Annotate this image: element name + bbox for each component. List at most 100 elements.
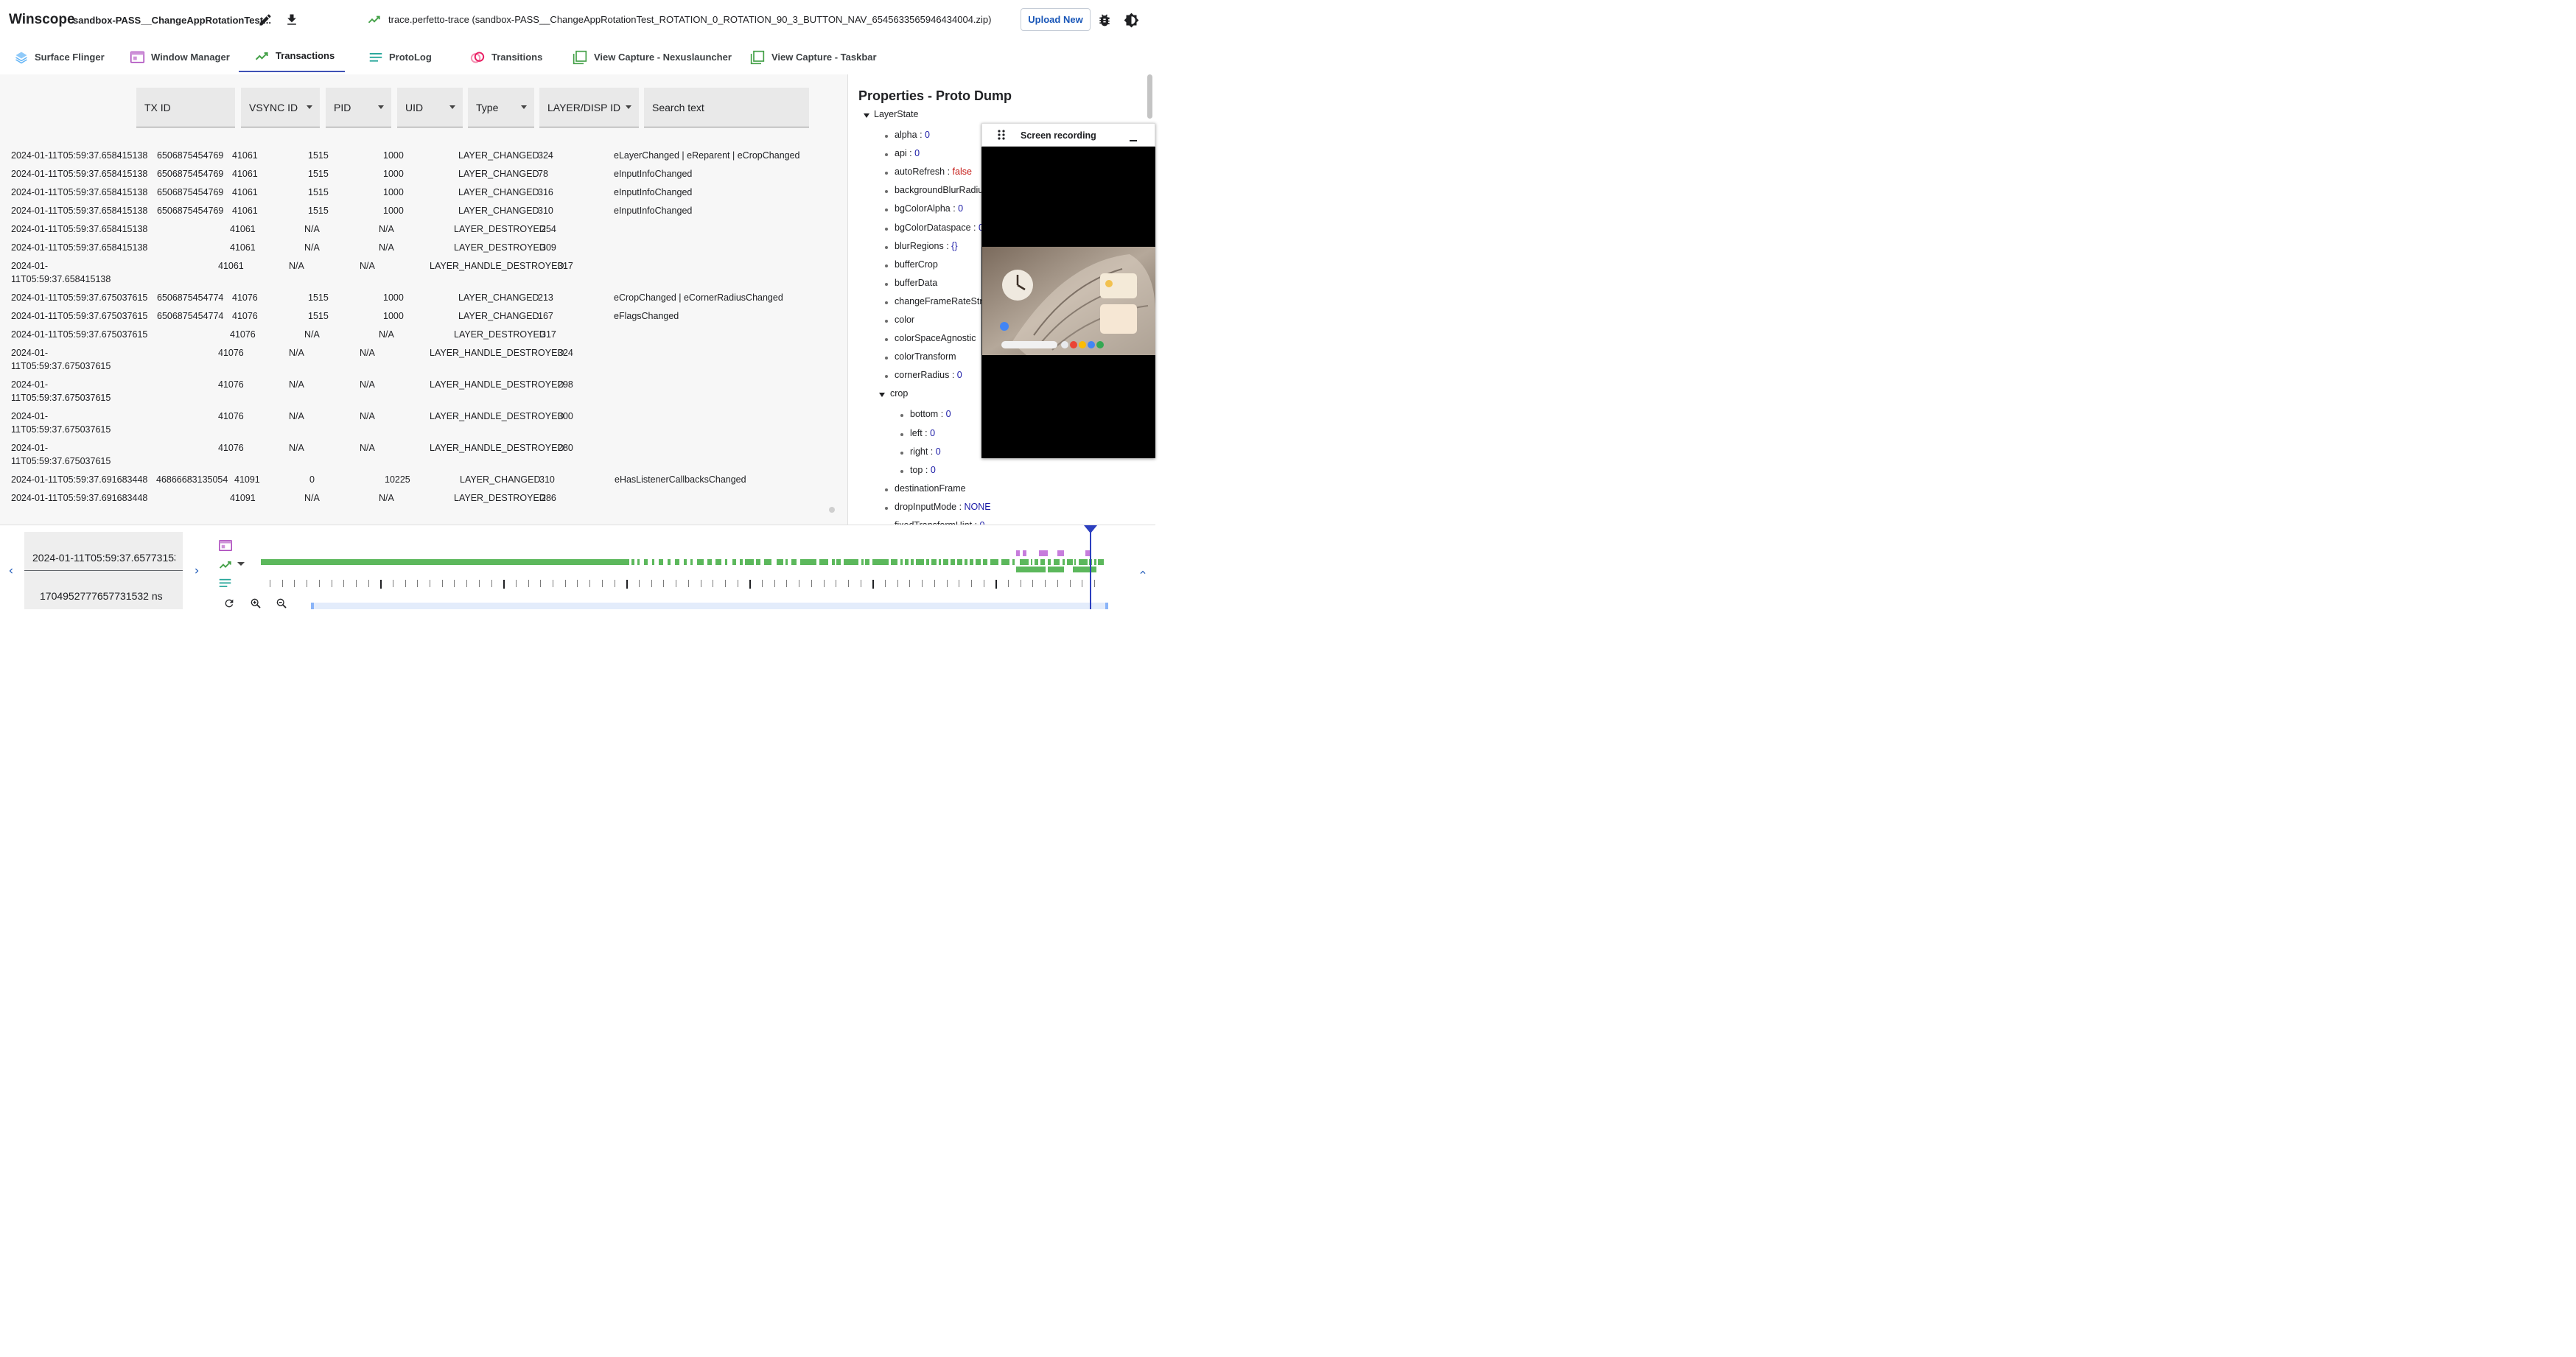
range-handle-left[interactable]	[311, 603, 314, 609]
chevron-up-icon[interactable]	[1138, 567, 1148, 578]
table-row[interactable]: 2024-01- 11T05:59:37.675037615 41076 N/A N/A…	[0, 410, 825, 441]
protolog-entry[interactable]	[356, 580, 357, 587]
transactions-entry[interactable]	[916, 559, 924, 565]
protolog-entry[interactable]	[528, 580, 529, 587]
range-handle-right[interactable]	[1105, 603, 1108, 609]
table-row[interactable]: 2024-01- 11T05:59:37.658415138 41061 N/A N/A…	[0, 259, 825, 291]
pid-filter[interactable]: PID	[326, 88, 391, 127]
transactions-entry[interactable]	[844, 559, 858, 565]
protolog-entry[interactable]	[651, 580, 652, 587]
ns-timestamp-input[interactable]: 1704952777657731532 ns	[40, 590, 163, 602]
protolog-entry[interactable]	[934, 580, 935, 587]
transactions-entry[interactable]	[1020, 559, 1029, 565]
timeline-range-selector[interactable]	[311, 603, 1108, 609]
protolog-entry[interactable]	[811, 580, 812, 587]
tab-protolog[interactable]: ProtoLog	[369, 41, 432, 74]
transactions-entry[interactable]	[943, 559, 948, 565]
transactions-entry[interactable]	[872, 559, 889, 565]
property-row[interactable]: autoRefresh : false	[895, 166, 972, 177]
transactions-entry[interactable]	[1048, 559, 1051, 565]
layer-disp-id-filter[interactable]: LAYER/DISP ID	[539, 88, 639, 127]
transactions-entry[interactable]	[791, 559, 797, 565]
transactions-entry[interactable]	[637, 559, 640, 565]
transactions-entry[interactable]	[697, 559, 704, 565]
protolog-entry[interactable]	[442, 580, 443, 587]
transactions-entry[interactable]	[1001, 559, 1009, 565]
property-row[interactable]: destinationFrame	[895, 483, 966, 494]
protolog-entry[interactable]	[294, 580, 295, 587]
protolog-entry[interactable]	[540, 580, 541, 587]
protolog-entry[interactable]	[762, 580, 763, 587]
table-row[interactable]: 2024-01-11T05:59:37.691683448 46866683135…	[0, 473, 825, 491]
transactions-entry[interactable]	[1073, 567, 1096, 572]
theme-icon[interactable]	[1124, 13, 1139, 28]
transactions-entry[interactable]	[970, 559, 973, 565]
zoom-in-icon[interactable]	[249, 597, 262, 609]
table-row[interactable]: 2024-01-11T05:59:37.658415138 65068754547…	[0, 167, 825, 186]
dropdown-arrow-icon[interactable]	[237, 562, 245, 567]
bug-icon[interactable]	[1097, 13, 1112, 27]
protolog-entry[interactable]	[909, 580, 910, 587]
transactions-entry[interactable]	[891, 559, 897, 565]
uid-filter[interactable]: UID	[397, 88, 463, 127]
transactions-entry[interactable]	[911, 559, 914, 565]
transactions-entry[interactable]	[951, 559, 955, 565]
property-row[interactable]: left : 0	[910, 428, 935, 438]
edit-icon[interactable]	[258, 13, 273, 27]
protolog-entry[interactable]	[577, 580, 578, 587]
type-filter[interactable]: Type	[468, 88, 534, 127]
transactions-entry[interactable]	[931, 559, 937, 565]
table-row[interactable]: 2024-01-11T05:59:37.691683448 41091 N/A N/A…	[0, 491, 825, 510]
transactions-entry[interactable]	[684, 559, 687, 565]
transactions-entry[interactable]	[659, 559, 663, 565]
property-row[interactable]: crop	[890, 388, 909, 399]
table-row[interactable]: 2024-01-11T05:59:37.658415138 65068754547…	[0, 149, 825, 167]
protolog-entry[interactable]	[491, 580, 492, 587]
table-row[interactable]: 2024-01-11T05:59:37.675037615 65068754547…	[0, 291, 825, 309]
trending-icon[interactable]	[219, 559, 232, 570]
transactions-entry[interactable]	[740, 559, 743, 565]
protolog-entry[interactable]	[405, 580, 406, 587]
protolog-entry[interactable]	[626, 580, 628, 589]
transactions-entry[interactable]	[965, 559, 967, 565]
transactions-entry[interactable]	[777, 559, 783, 565]
tab-surface-flinger[interactable]: Surface Flinger	[15, 41, 105, 74]
property-row[interactable]: top : 0	[910, 465, 936, 475]
protolog-entry[interactable]	[848, 580, 849, 587]
transactions-entry[interactable]	[785, 559, 788, 565]
protolog-entry[interactable]	[786, 580, 787, 587]
minimize-icon[interactable]	[1130, 140, 1137, 141]
transactions-entry[interactable]	[1040, 559, 1045, 565]
protolog-entry[interactable]	[663, 580, 664, 587]
transactions-entry[interactable]	[261, 559, 629, 565]
zoom-out-icon[interactable]	[275, 597, 288, 609]
vsync-id-filter[interactable]: VSYNC ID	[241, 88, 320, 127]
recording-header[interactable]: Screen recording	[981, 123, 1155, 147]
tab-window-manager[interactable]: Window Manager	[130, 41, 230, 74]
transactions-entry[interactable]	[725, 559, 727, 565]
property-row[interactable]: alpha : 0	[895, 130, 930, 140]
protolog-entry[interactable]	[947, 580, 948, 587]
collapse-caret-icon[interactable]	[879, 393, 885, 398]
protolog-entry[interactable]	[565, 580, 566, 587]
property-row[interactable]: color	[895, 315, 914, 325]
protolog-entry[interactable]	[885, 580, 886, 587]
protolog-entry[interactable]	[368, 580, 369, 587]
property-row[interactable]: dropInputMode : NONE	[895, 502, 991, 512]
screen-recording-window[interactable]: Screen recording	[981, 123, 1155, 458]
panel-divider[interactable]	[847, 74, 848, 525]
list-icon[interactable]	[219, 578, 231, 588]
protolog-entry[interactable]	[1045, 580, 1046, 587]
transactions-entry[interactable]	[1016, 567, 1046, 572]
transactions-entry[interactable]	[1074, 559, 1076, 565]
property-row[interactable]: colorSpaceAgnostic	[895, 333, 976, 343]
protolog-entry[interactable]	[774, 580, 775, 587]
transactions-entry[interactable]	[1094, 559, 1096, 565]
property-row[interactable]: bufferData	[895, 278, 937, 288]
transactions-entry[interactable]	[905, 559, 909, 565]
table-scrollbar[interactable]	[828, 144, 834, 516]
tab-transitions[interactable]: Transitions	[470, 41, 542, 74]
protolog-entry[interactable]	[995, 580, 997, 589]
properties-scrollbar[interactable]	[1147, 74, 1152, 119]
protolog-entry[interactable]	[589, 580, 590, 587]
